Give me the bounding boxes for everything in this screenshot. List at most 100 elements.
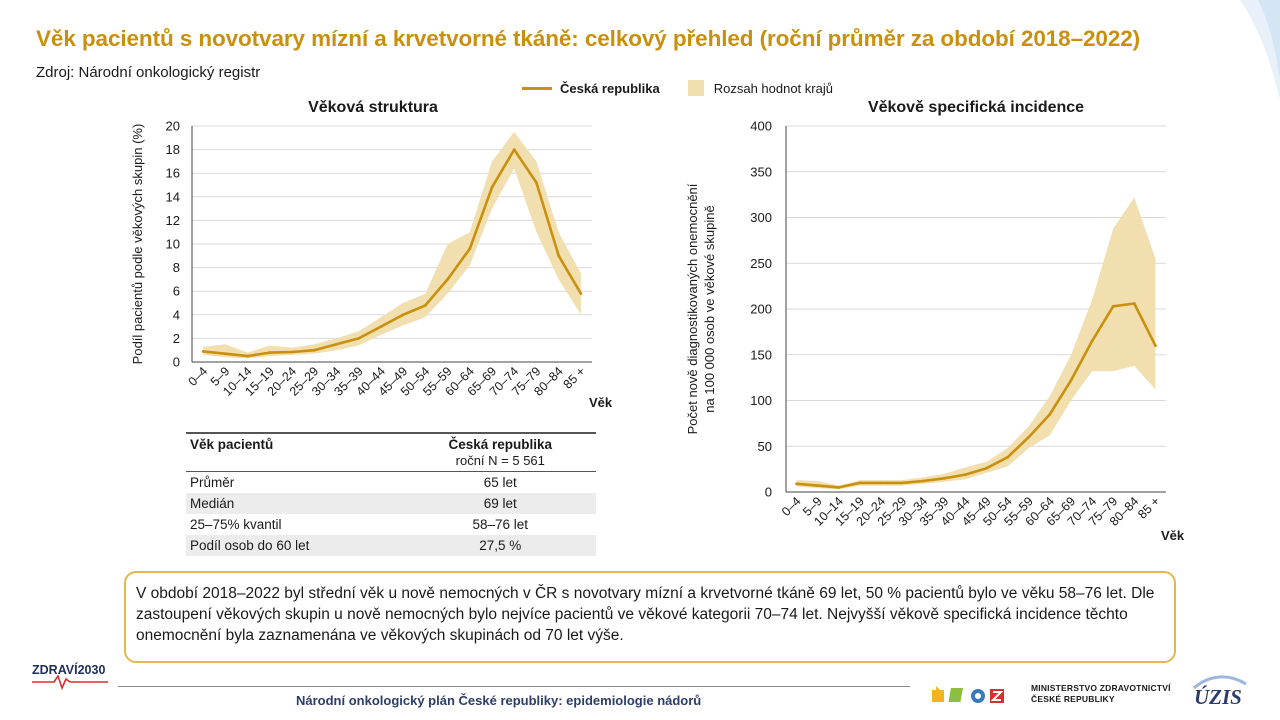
- data-point: [379, 325, 383, 328]
- y-tick-label: 12: [166, 213, 180, 228]
- data-point: [223, 352, 227, 356]
- czech-republic-line: [202, 148, 583, 358]
- y-tick-label: 14: [166, 189, 180, 204]
- stats-row-label: Podíl osob do 60 let: [190, 537, 310, 553]
- data-point: [1048, 412, 1052, 416]
- stats-row-label: Medián: [190, 495, 235, 511]
- data-point: [795, 482, 798, 486]
- data-point: [535, 181, 538, 185]
- y-tick-label: 8: [173, 260, 180, 275]
- y-tick-label: 100: [750, 393, 772, 408]
- stats-row-value: 69 let: [483, 495, 517, 511]
- y-tick-label: 10: [166, 237, 180, 252]
- data-point: [335, 342, 338, 346]
- x-axis-title: Věk: [1161, 528, 1185, 543]
- y-tick-label: 200: [750, 302, 772, 317]
- data-point: [1111, 304, 1115, 308]
- y-tick-label: 400: [750, 119, 772, 134]
- czech-republic-line: [796, 302, 1157, 489]
- footer-text: Národní onkologický plán České republiky…: [296, 693, 702, 708]
- age-stats-table: Věk pacientů Česká republika roční N = 5…: [186, 432, 596, 556]
- age-specific-incidence-chart: 0501001502002503003504000–45–910–1415–19…: [685, 119, 1185, 544]
- chart1-title: Věková struktura: [308, 99, 438, 116]
- legend-line-label: Česká republika: [560, 80, 660, 96]
- data-point: [1154, 344, 1157, 347]
- svg-text:ÚZIS: ÚZIS: [1194, 685, 1242, 709]
- chart2-title: Věkově specifická incidence: [867, 99, 1085, 116]
- data-point: [246, 354, 249, 358]
- footer-divider: [118, 686, 910, 687]
- table-row: Průměr 65 let: [186, 472, 596, 493]
- ministry-name: MINISTERSTVO ZDRAVOTNICTVÍ ČESKÉ REPUBLI…: [1031, 683, 1171, 704]
- y-tick-label: 300: [750, 210, 772, 225]
- data-point: [490, 185, 494, 189]
- stats-header-cr: Česká republika: [448, 437, 553, 452]
- data-point: [837, 486, 841, 489]
- y-tick-label: 250: [750, 256, 772, 271]
- data-source: Zdroj: Národní onkologický registr: [36, 64, 261, 81]
- y-tick-label: 50: [758, 439, 772, 454]
- chart-legend: Česká republika Rozsah hodnot krajů: [522, 76, 833, 100]
- data-point: [942, 476, 946, 480]
- x-tick-label: 0–4: [779, 494, 804, 519]
- x-tick-label: 85 +: [561, 364, 588, 391]
- data-point: [816, 484, 820, 487]
- y-axis-title: na 100 000 osob ve věkové skupině: [702, 205, 717, 412]
- data-point: [985, 466, 988, 470]
- data-point: [423, 303, 427, 307]
- legend-line-swatch: [522, 86, 552, 90]
- data-point: [964, 473, 967, 477]
- stats-row-label: 25–75% kvantil: [190, 516, 282, 532]
- y-axis-title: Počet nově diagnostikovaných onemocnění: [685, 183, 700, 434]
- y-tick-label: 350: [750, 164, 772, 179]
- zdravi2030-logo: ZDRAVÍ2030: [32, 662, 108, 691]
- stats-row-value: 27,5 %: [479, 537, 522, 553]
- data-point: [1069, 378, 1073, 382]
- page-title: Věk pacientů s novotvary mízní a krvetvo…: [36, 26, 1141, 51]
- data-point: [357, 337, 361, 340]
- y-tick-label: 16: [166, 166, 180, 181]
- data-point: [921, 479, 925, 483]
- stats-row-value: 58–76 let: [472, 516, 529, 532]
- data-point: [579, 292, 583, 295]
- regional-range-band: [796, 197, 1156, 490]
- ministry-logo-icon: [932, 686, 1004, 703]
- data-point: [557, 254, 561, 258]
- data-point: [290, 350, 294, 354]
- y-tick-label: 0: [173, 355, 180, 370]
- data-point: [401, 313, 405, 317]
- stats-header-label: Věk pacientů: [190, 437, 274, 452]
- stats-subheader: roční N = 5 561: [455, 453, 545, 468]
- data-point: [446, 278, 449, 281]
- data-point: [1090, 339, 1094, 343]
- data-point: [201, 349, 205, 353]
- table-row: Medián 69 let: [186, 492, 596, 514]
- uzis-logo: ÚZIS: [1193, 675, 1247, 709]
- legend-band-label: Rozsah hodnot krajů: [713, 80, 833, 96]
- data-point: [879, 481, 883, 485]
- data-point: [1132, 302, 1136, 305]
- y-tick-label: 18: [166, 142, 180, 157]
- y-tick-label: 2: [173, 331, 180, 346]
- y-axis-title: Podíl pacientů podle věkových skupin (%): [130, 124, 145, 365]
- y-tick-label: 20: [166, 119, 180, 134]
- y-tick-label: 150: [750, 347, 772, 362]
- data-point: [900, 481, 904, 485]
- x-tick-label: 0–4: [186, 364, 211, 389]
- table-row: 25–75% kvantil 58–76 let: [186, 514, 596, 535]
- table-row: Podíl osob do 60 let 27,5 %: [186, 534, 596, 556]
- data-point: [1006, 455, 1010, 459]
- data-point: [1027, 435, 1031, 439]
- summary-box: V období 2018–2022 byl střední věk u nov…: [124, 571, 1176, 663]
- stats-row-value: 65 let: [483, 474, 517, 490]
- y-tick-label: 4: [173, 307, 180, 322]
- data-point: [312, 348, 316, 352]
- data-point: [468, 247, 472, 251]
- data-point: [512, 148, 516, 152]
- x-axis-title: Věk: [589, 395, 613, 410]
- stats-row-label: Průměr: [190, 474, 235, 490]
- data-point: [858, 481, 862, 485]
- y-tick-label: 6: [173, 284, 180, 299]
- y-tick-label: 0: [765, 485, 772, 500]
